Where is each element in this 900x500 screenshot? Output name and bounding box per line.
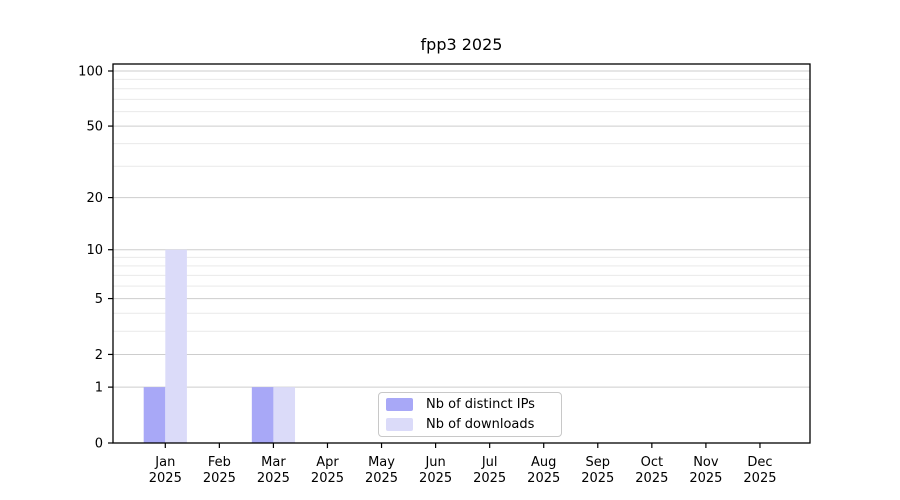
x-tick-label-year: 2025	[365, 471, 398, 486]
y-tick-label: 100	[78, 64, 103, 79]
axes-spines	[112, 63, 811, 444]
x-tick-label-year: 2025	[527, 471, 560, 486]
x-tick-label-month: May	[368, 455, 395, 470]
x-tick-label-month: Dec	[747, 455, 772, 470]
bar-downloads-jan	[165, 249, 187, 443]
x-tick-label-month: Jul	[481, 455, 498, 470]
bar-distinct-ips-jan	[143, 387, 166, 443]
x-tick-label-year: 2025	[689, 471, 722, 486]
bar-downloads-mar	[273, 387, 296, 443]
legend-row-distinct-ips: Nb of distinct IPs	[386, 397, 561, 412]
y-tick-label: 0	[95, 437, 103, 452]
x-tick-label-year: 2025	[311, 471, 344, 486]
bar-distinct-ips-mar	[251, 387, 274, 443]
legend-swatch-distinct-ips-icon	[386, 398, 413, 411]
x-tick-label-year: 2025	[743, 471, 776, 486]
x-tick-label-year: 2025	[203, 471, 236, 486]
x-tick-label-year: 2025	[635, 471, 668, 486]
x-tick-label-year: 2025	[257, 471, 290, 486]
x-tick-label-month: Apr	[316, 455, 339, 470]
x-tick-label-month: Nov	[693, 455, 719, 470]
x-tick-label-month: Mar	[261, 455, 286, 470]
x-tick-label-month: Aug	[531, 455, 556, 470]
y-tick-label: 20	[86, 191, 103, 206]
x-tick-label-month: Feb	[208, 455, 231, 470]
x-tick-label-month: Oct	[641, 455, 663, 470]
y-tick-label: 2	[95, 348, 103, 363]
y-tick-label: 5	[95, 292, 103, 307]
x-tick-label-year: 2025	[581, 471, 614, 486]
chart-title: fpp3 2025	[420, 35, 503, 54]
x-tick-label-month: Jan	[154, 455, 175, 470]
y-tick-label: 10	[86, 243, 103, 258]
y-tick-label: 1	[95, 381, 103, 396]
y-tick-label: 50	[86, 120, 103, 135]
x-tick-label-year: 2025	[419, 471, 452, 486]
legend-swatch-downloads-icon	[386, 418, 413, 431]
x-tick-label-month: Jun	[424, 455, 445, 470]
x-tick-label-year: 2025	[149, 471, 182, 486]
legend-label-downloads: Nb of downloads	[426, 417, 535, 432]
legend-row-downloads: Nb of downloads	[386, 417, 561, 432]
legend: Nb of distinct IPs Nb of downloads	[378, 392, 562, 437]
legend-label-distinct-ips: Nb of distinct IPs	[426, 397, 535, 412]
x-tick-label-month: Sep	[586, 455, 611, 470]
x-tick-label-year: 2025	[473, 471, 506, 486]
